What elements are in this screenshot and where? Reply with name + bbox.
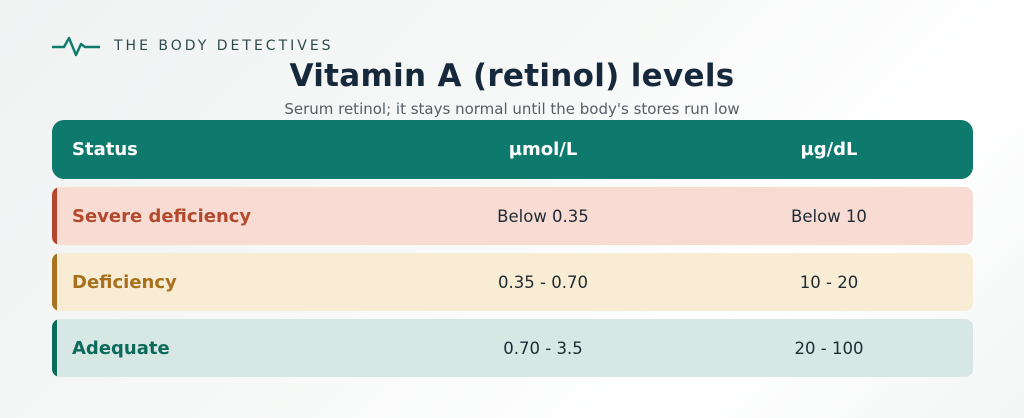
row-ugdl-value: 20 - 100 <box>794 338 864 358</box>
brand-name: THE BODY DETECTIVES <box>114 38 334 54</box>
table-row-adequate: Adequate 0.70 - 3.5 20 - 100 <box>52 319 973 377</box>
row-ugdl-value: Below 10 <box>791 206 867 226</box>
row-umol-value: 0.35 - 0.70 <box>498 272 588 292</box>
page-subtitle: Serum retinol; it stays normal until the… <box>284 100 740 118</box>
row-ugdl-value: 10 - 20 <box>799 272 859 292</box>
row-accent-bar <box>52 187 57 245</box>
header-umol: µmol/L <box>508 139 578 160</box>
row-status: Severe deficiency <box>72 205 252 227</box>
header-status: Status <box>72 139 138 160</box>
row-status: Adequate <box>72 337 170 359</box>
row-umol-value: Below 0.35 <box>497 206 589 226</box>
brand-logo: THE BODY DETECTIVES <box>52 34 334 58</box>
row-umol-value: 0.70 - 3.5 <box>503 338 583 358</box>
row-accent-bar <box>52 319 57 377</box>
header-ugdl: µg/dL <box>800 139 858 160</box>
row-status: Deficiency <box>72 271 177 293</box>
table-header: Status µmol/L µg/dL <box>52 120 973 179</box>
page-title: Vitamin A (retinol) levels <box>289 58 735 94</box>
table-row-severe-deficiency: Severe deficiency Below 0.35 Below 10 <box>52 187 973 245</box>
table-row-deficiency: Deficiency 0.35 - 0.70 10 - 20 <box>52 253 973 311</box>
pulse-line-icon <box>52 36 100 57</box>
row-accent-bar <box>52 253 57 311</box>
